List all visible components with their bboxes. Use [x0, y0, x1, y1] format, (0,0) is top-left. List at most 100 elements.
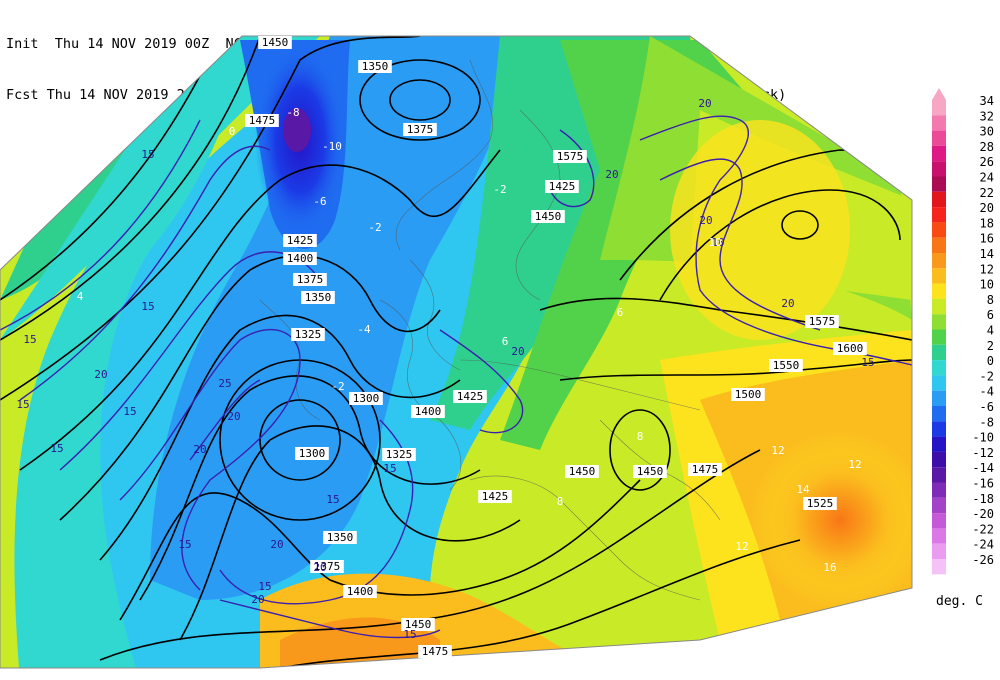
legend-swatch: [932, 191, 946, 208]
height-label: 1425: [482, 490, 509, 503]
legend-swatch: [932, 436, 946, 452]
wind-speed-label: 20: [251, 593, 264, 606]
legend-swatch: [932, 130, 946, 146]
legend-value-label: 18: [980, 216, 994, 230]
height-label-box: [258, 36, 292, 49]
height-label: 1300: [353, 392, 380, 405]
wind-speed-label: 15: [23, 333, 36, 346]
legend-swatch: [932, 268, 946, 284]
height-label-box: [323, 531, 357, 544]
wind-speed-label: 20: [313, 561, 326, 574]
height-label-box: [553, 150, 587, 163]
legend-swatch: [932, 176, 946, 192]
legend-swatch: [932, 467, 946, 483]
height-label: 1450: [569, 465, 596, 478]
legend-swatch: [932, 329, 946, 345]
height-label-box: [301, 291, 335, 304]
height-label: 1325: [295, 328, 322, 341]
height-label-box: [349, 392, 383, 405]
height-label-box: [310, 560, 344, 573]
height-label-box: [731, 388, 765, 401]
temperature-label: 6: [502, 335, 509, 348]
legend-value-label: 30: [980, 125, 994, 139]
wind-speed-label: 20: [699, 214, 712, 227]
legend-value-label: 20: [980, 201, 994, 215]
wind-speed-label: 20: [227, 410, 240, 423]
height-label-box: [833, 342, 867, 355]
height-label: 1400: [287, 252, 314, 265]
legend-value-label: 4: [987, 324, 994, 338]
height-label-box: [688, 463, 722, 476]
wind-speed-label: 25: [218, 377, 231, 390]
height-label: 1575: [809, 315, 836, 328]
height-label-box: [245, 114, 279, 127]
legend-unit-label: deg. C: [936, 594, 983, 609]
height-label: 1350: [305, 291, 332, 304]
legend-swatch: [932, 559, 946, 575]
legend-value-label: -16: [972, 477, 994, 491]
height-label: 1400: [347, 585, 374, 598]
temperature-label: -6: [313, 195, 326, 208]
legend-value-label: 6: [987, 308, 994, 322]
height-label-box: [283, 234, 317, 247]
height-label-box: [633, 465, 667, 478]
temperature-label: 8: [637, 430, 644, 443]
height-label-box: [418, 645, 452, 658]
legend-value-label: -24: [972, 538, 994, 552]
wind-speed-label: 15: [178, 538, 191, 551]
height-label: 1425: [457, 390, 484, 403]
temperature-label: 6: [617, 306, 624, 319]
legend-swatch: [932, 375, 946, 391]
height-label-box: [401, 618, 435, 631]
temperature-label: -2: [368, 221, 381, 234]
wind-speed-label: 20: [698, 97, 711, 110]
temperature-legend: 3432302826242220181614121086420-2-4-6-8-…: [932, 88, 994, 575]
height-label: 1300: [299, 447, 326, 460]
height-label: 1550: [773, 359, 800, 372]
legend-swatch: [932, 100, 946, 116]
temperature-label: -2: [493, 183, 506, 196]
height-label: 1475: [422, 645, 449, 658]
height-label-box: [411, 405, 445, 418]
height-label-box: [769, 359, 803, 372]
height-label: 1375: [314, 560, 341, 573]
wind-speed-label: 20: [270, 538, 283, 551]
legend-value-label: 16: [980, 232, 994, 246]
legend-swatch: [932, 390, 946, 406]
temperature-label: 16: [823, 561, 836, 574]
temperature-label: -2: [331, 380, 344, 393]
legend-swatch: [932, 344, 946, 361]
legend-value-label: -2: [980, 369, 994, 383]
height-label: 1375: [407, 123, 434, 136]
legend-value-label: 10: [980, 278, 994, 292]
legend-swatch: [932, 528, 946, 544]
height-label-box: [358, 60, 392, 73]
legend-value-label: -14: [972, 461, 994, 475]
height-label-group: 1450 1475 1375 1350 1575 1425 1450 1425 1400 1375…: [245, 36, 867, 658]
legend-swatch: [932, 451, 946, 468]
height-label: 1500: [735, 388, 762, 401]
legend-value-label: -10: [972, 431, 994, 445]
legend-swatch: [932, 482, 946, 498]
wind-speed-label: 20: [193, 443, 206, 456]
temperature-label: -8: [286, 106, 299, 119]
wind-speed-label: 20: [511, 345, 524, 358]
height-label: 1350: [362, 60, 389, 73]
height-label-box: [531, 210, 565, 223]
temperature-label: 10: [708, 236, 721, 249]
legend-swatch: [932, 222, 946, 238]
temperature-label: 4: [77, 290, 84, 303]
temperature-label: -4: [357, 323, 371, 336]
legend-swatch: [932, 360, 946, 376]
legend-value-label: 8: [987, 293, 994, 307]
height-label-box: [291, 328, 325, 341]
temperature-label: -10: [322, 140, 342, 153]
legend-value-label: -4: [980, 385, 994, 399]
wind-speed-label: 10: [711, 236, 724, 249]
height-label-box: [453, 390, 487, 403]
height-label-box: [295, 447, 329, 460]
height-label: 1325: [386, 448, 413, 461]
legend-value-label: 32: [980, 109, 994, 123]
legend-value-label: 24: [980, 171, 994, 185]
